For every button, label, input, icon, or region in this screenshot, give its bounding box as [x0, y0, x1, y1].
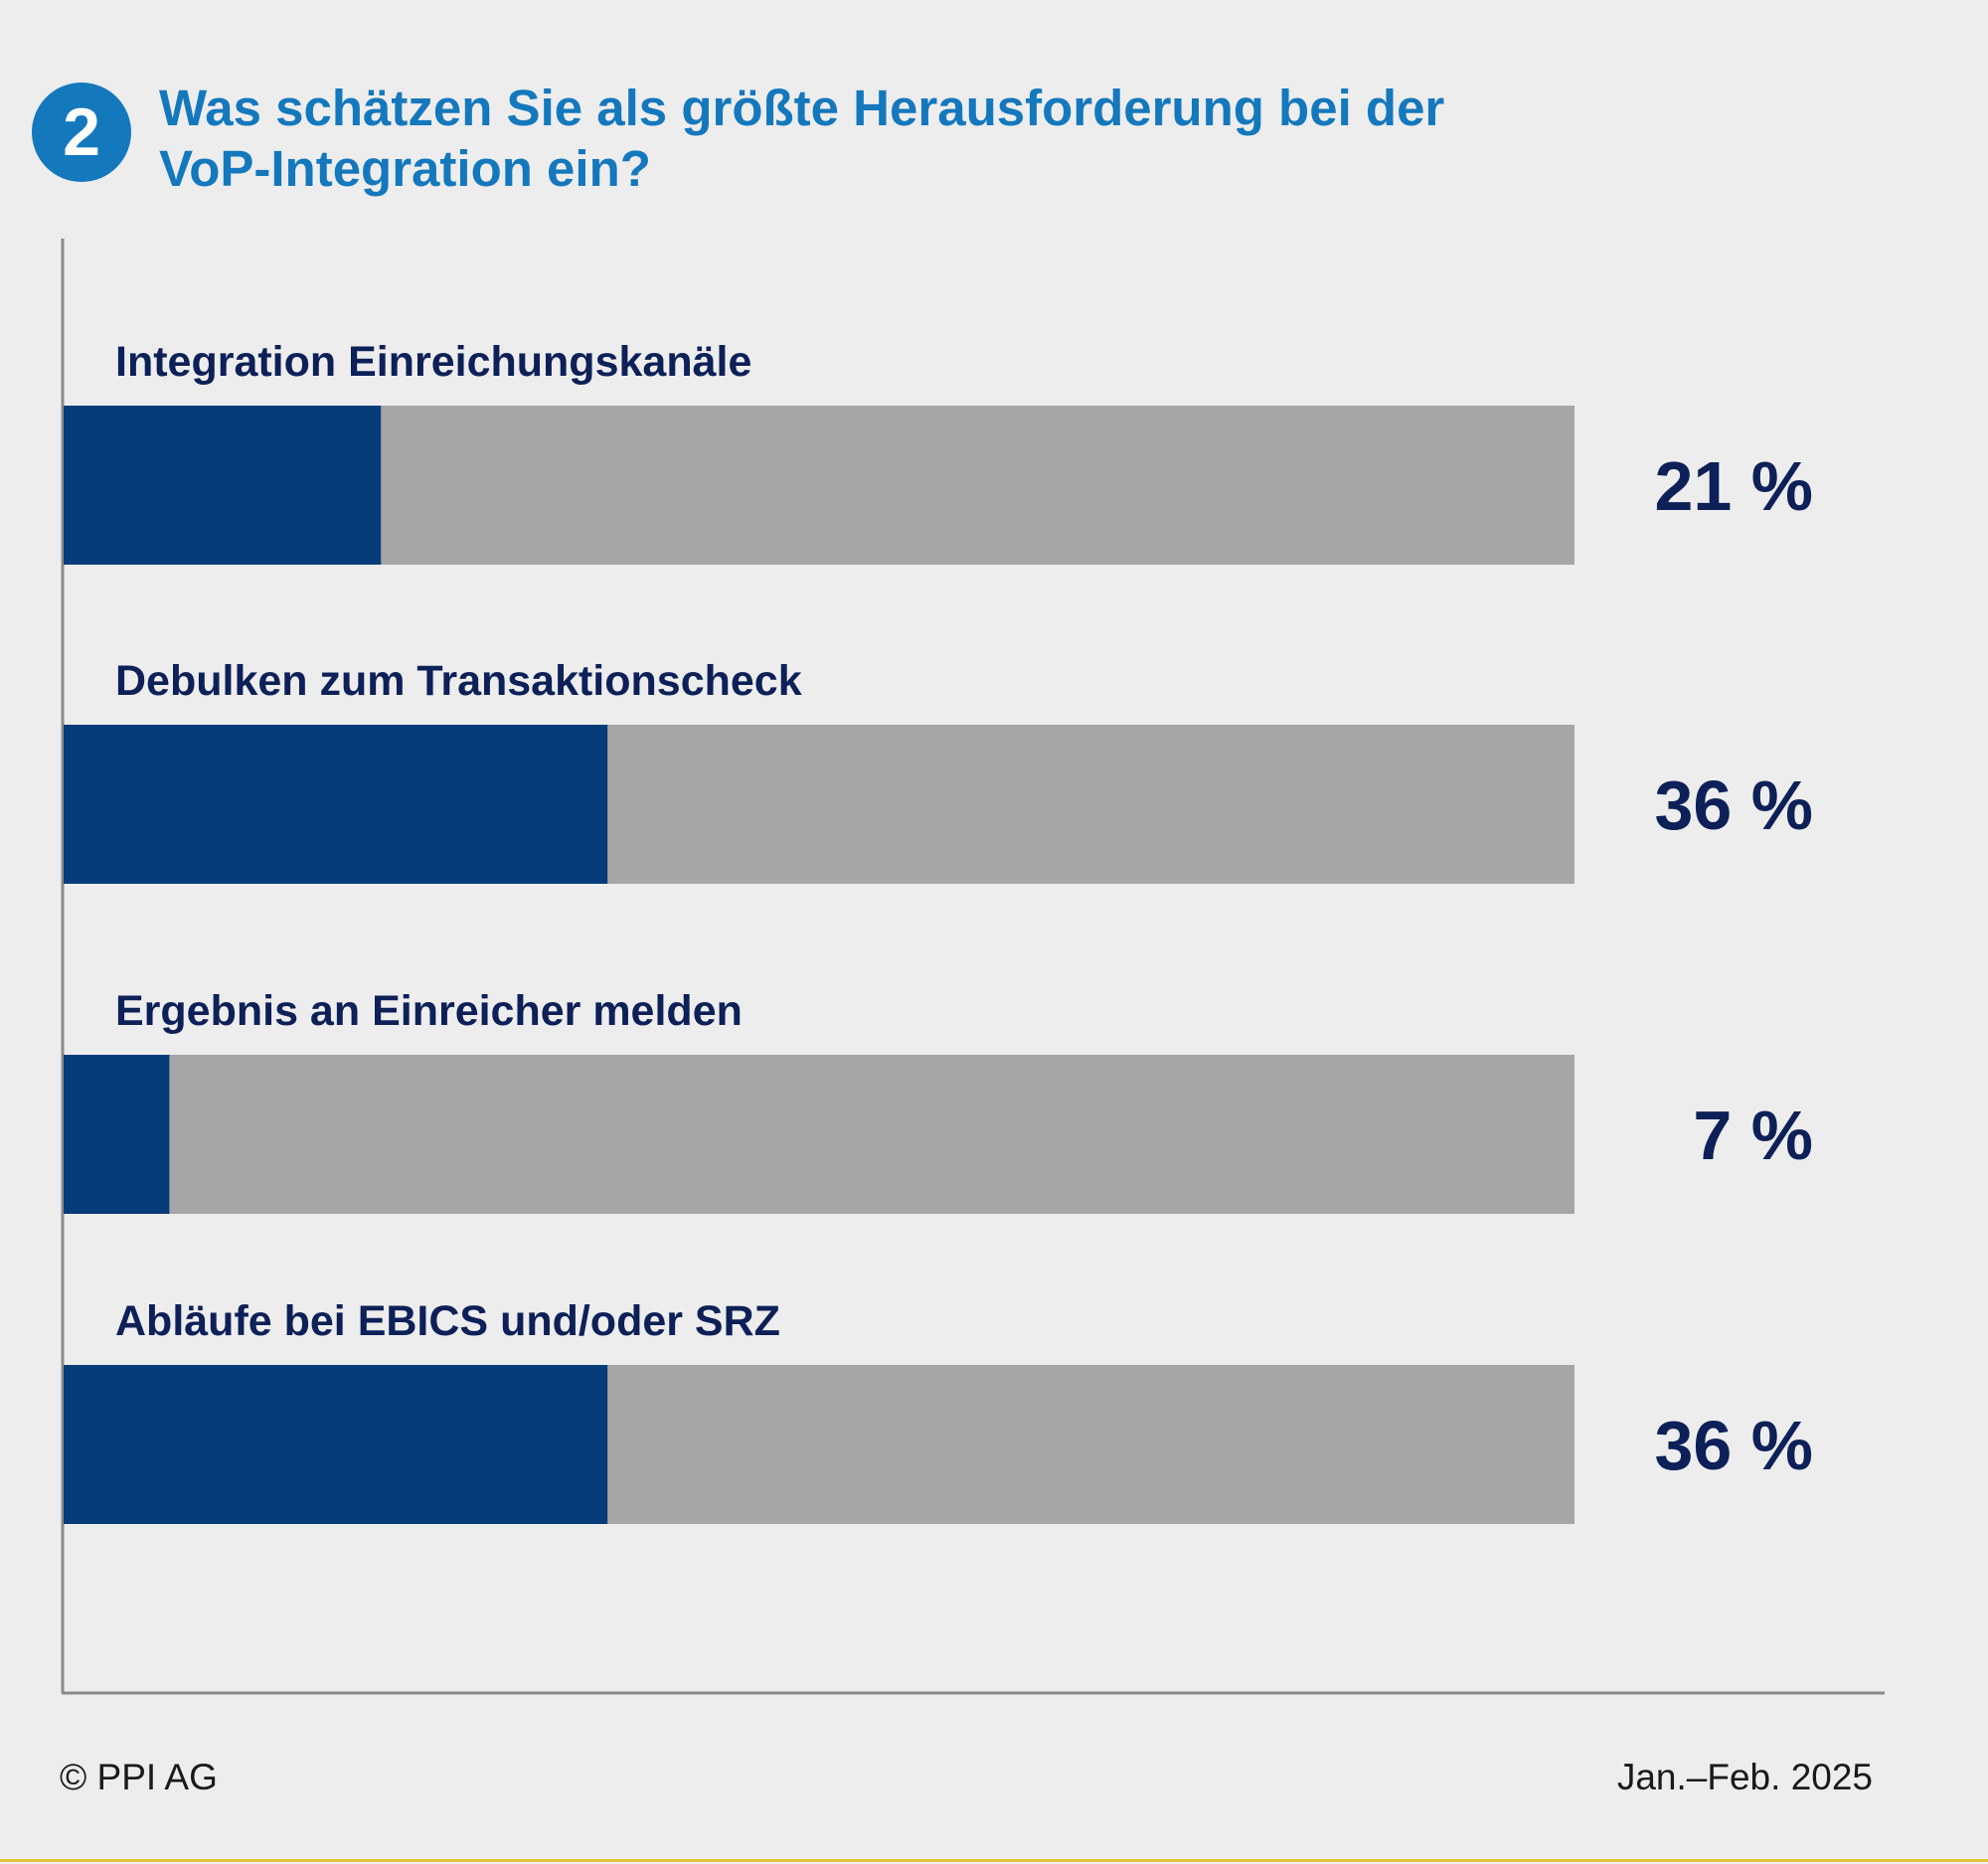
bottom-rule: [0, 1859, 1988, 1862]
bar-label: Ergebnis an Einreicher melden: [115, 987, 743, 1035]
bar-value: [64, 1055, 170, 1214]
chart-title: Was schätzen Sie als größte Herausforder…: [159, 80, 1445, 197]
copyright-text: © PPI AG: [60, 1757, 218, 1797]
bar-label: Debulken zum Transaktionscheck: [115, 657, 802, 705]
value-label: 36 %: [1654, 1407, 1813, 1484]
question-number-badge: 2: [32, 83, 131, 182]
value-label: 21 %: [1654, 447, 1813, 525]
value-label: 36 %: [1654, 766, 1813, 844]
bar-value: [64, 725, 608, 884]
bar-label: Abläufe bei EBICS und/oder SRZ: [115, 1297, 780, 1345]
bar-remainder: [64, 1055, 1574, 1214]
bar-label: Integration Einreichungskanäle: [115, 338, 751, 386]
bar-value: [64, 406, 382, 565]
date-range-text: Jan.–Feb. 2025: [1616, 1757, 1873, 1797]
bars-group: Integration Einreichungskanäle 21 % Debulk…: [64, 338, 1813, 1524]
bar-value: [64, 1365, 608, 1524]
value-label: 7 %: [1693, 1097, 1813, 1174]
